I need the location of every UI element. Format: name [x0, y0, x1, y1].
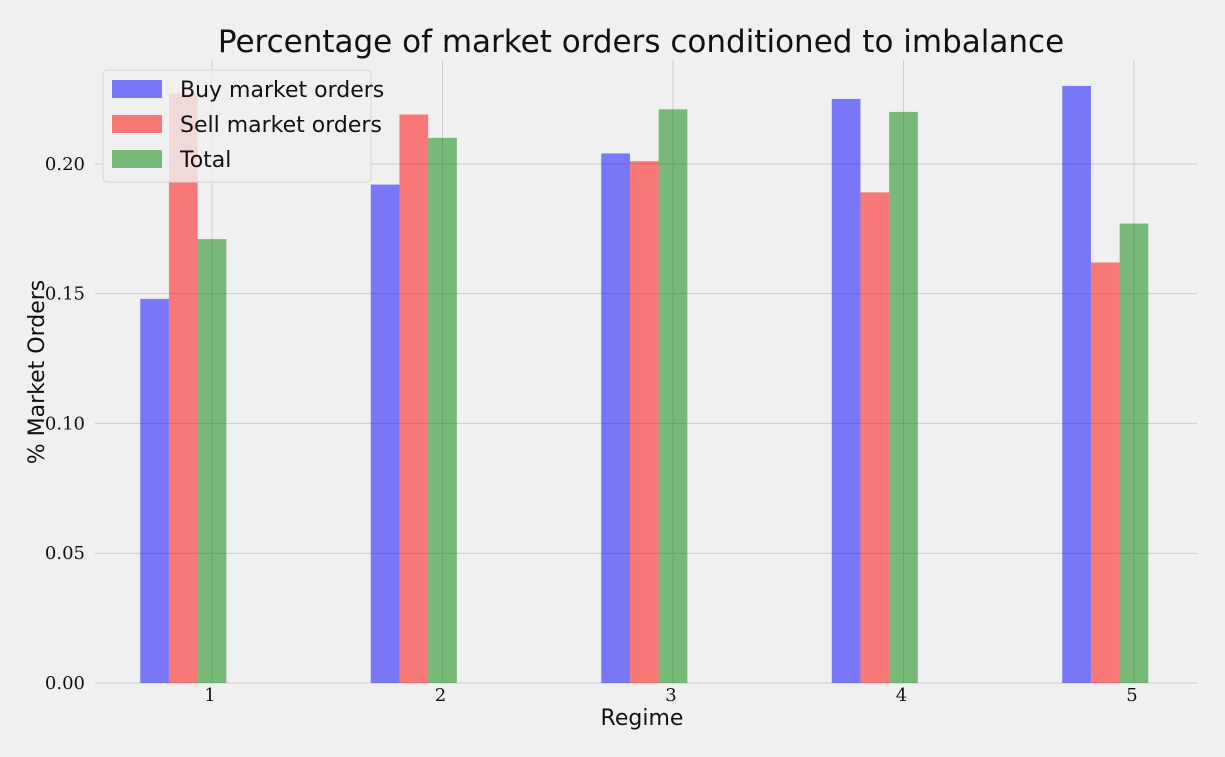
bars-layer — [140, 85, 1149, 684]
bar-sell-market-orders-5 — [1090, 262, 1120, 683]
legend-box — [102, 69, 372, 183]
legend-entries: Buy market orders Sell market orders Total — [112, 78, 384, 173]
x-axis-label: Regime — [601, 706, 684, 731]
bar-total-3 — [658, 109, 688, 684]
bar-buy-market-orders-1 — [140, 298, 169, 683]
y-tick-label: 0.10 — [45, 413, 85, 434]
bar-buy-market-orders-3 — [601, 153, 630, 683]
bar-total-5 — [1119, 223, 1149, 683]
bar-total-2 — [428, 137, 457, 683]
bar-sell-market-orders-1 — [168, 93, 198, 683]
bar-buy-market-orders-2 — [370, 184, 400, 683]
legend-label: Buy market orders — [180, 78, 384, 103]
x-tick-label: 5 — [1126, 685, 1137, 706]
bar-buy-market-orders-4 — [831, 98, 861, 683]
legend-label: Total — [179, 148, 231, 173]
bar-buy-market-orders-5 — [1062, 85, 1091, 684]
y-tick-label: 0.20 — [45, 154, 85, 175]
legend-label: Sell market orders — [180, 113, 382, 138]
chart-title: Percentage of market orders conditioned … — [218, 24, 1064, 60]
bar-sell-market-orders-3 — [629, 161, 659, 684]
y-axis-label: % Market Orders — [25, 280, 50, 465]
y-tick-label: 0.15 — [45, 284, 85, 305]
bar-total-4 — [889, 111, 918, 683]
x-tick-labels: 1 2 3 4 5 — [204, 685, 1137, 706]
legend-swatch — [112, 150, 162, 168]
x-tick-label: 3 — [665, 685, 676, 706]
x-tick-label: 4 — [896, 685, 907, 706]
bar-sell-market-orders-4 — [860, 192, 890, 683]
bar-sell-market-orders-2 — [399, 114, 429, 683]
bar-total-1 — [197, 239, 227, 684]
legend-swatch — [112, 115, 162, 133]
y-tick-labels: 0.00 0.05 0.10 0.15 0.20 — [45, 154, 85, 694]
x-tick-label: 2 — [435, 685, 446, 706]
y-tick-label: 0.05 — [45, 543, 85, 564]
x-tick-label: 1 — [204, 685, 215, 706]
legend: Buy market orders Sell market orders Total — [102, 69, 384, 183]
legend-swatch — [112, 80, 162, 98]
y-tick-label: 0.00 — [45, 673, 85, 694]
